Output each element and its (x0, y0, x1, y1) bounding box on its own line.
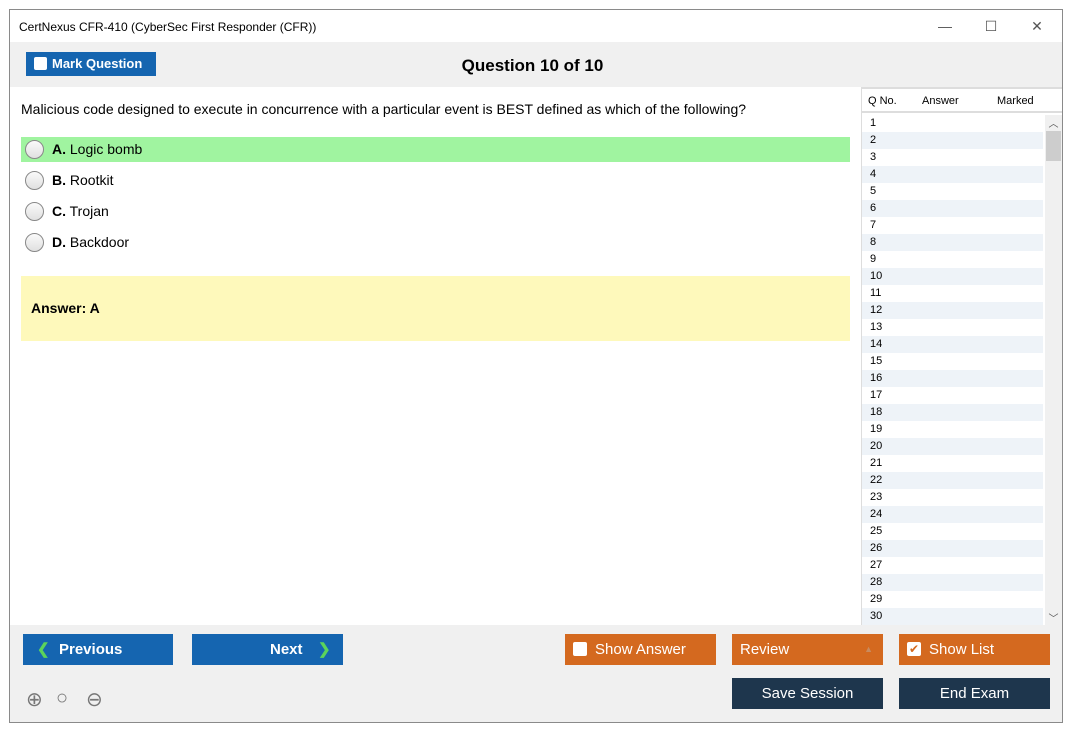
show-answer-label: Show Answer (595, 641, 686, 658)
mark-label: Mark Question (52, 56, 143, 71)
list-row[interactable]: 1 (870, 117, 877, 129)
list-row[interactable]: 21 (870, 457, 883, 469)
option-text: Trojan (69, 203, 109, 219)
list-row[interactable]: 13 (870, 321, 883, 333)
option-a[interactable]: A. Logic bomb (21, 137, 850, 162)
list-row[interactable]: 11 (870, 287, 882, 299)
list-row[interactable]: 22 (862, 472, 1043, 489)
app-window: CertNexus CFR-410 (CyberSec First Respon… (9, 9, 1063, 723)
list-row[interactable]: 24 (862, 506, 1043, 523)
option-letter: C. (52, 203, 66, 219)
show-answer-button[interactable]: Show Answer (565, 634, 716, 665)
list-row[interactable]: 8 (862, 234, 1043, 251)
list-row[interactable]: 7 (870, 219, 877, 231)
list-row[interactable]: 23 (870, 491, 883, 503)
scroll-thumb[interactable] (1046, 131, 1061, 161)
previous-button[interactable]: ❮ Previous (23, 634, 173, 665)
save-session-button[interactable]: Save Session (732, 678, 883, 709)
radio-icon[interactable] (25, 140, 44, 159)
show-list-label: Show List (929, 641, 995, 658)
option-text: Backdoor (69, 234, 130, 250)
review-label: Review (740, 641, 790, 658)
list-scrollbar[interactable]: ︿ ﹀ (1045, 115, 1062, 625)
list-row[interactable]: 25 (870, 525, 883, 537)
chevron-left-icon: ❮ (37, 641, 50, 658)
checkbox-icon (34, 57, 47, 70)
answer-box: Answer: A (21, 276, 850, 341)
option-letter: B. (52, 172, 66, 188)
option-d[interactable]: D. Backdoor (21, 230, 850, 255)
window-title: CertNexus CFR-410 (CyberSec First Respon… (19, 20, 317, 34)
list-row[interactable]: 18 (862, 404, 1043, 421)
header-marked: Marked (997, 95, 1034, 107)
option-letter: A. (52, 141, 66, 157)
list-row[interactable]: 26 (862, 540, 1043, 557)
header-qno: Q No. (868, 95, 897, 107)
title-bar: CertNexus CFR-410 (CyberSec First Respon… (10, 10, 1062, 42)
zoom-in-icon[interactable]: ⊕ (26, 689, 43, 711)
list-row[interactable]: 16 (862, 370, 1043, 387)
list-row[interactable]: 6 (862, 200, 1043, 217)
radio-icon[interactable] (25, 171, 44, 190)
show-list-button[interactable]: ✔ Show List (899, 634, 1050, 665)
list-row[interactable]: 27 (870, 559, 883, 571)
checkmark-icon[interactable]: ✔ (907, 642, 921, 656)
list-row[interactable]: 17 (870, 389, 883, 401)
previous-label: Previous (59, 641, 123, 658)
header-answer: Answer (922, 95, 959, 107)
list-row[interactable]: 2 (862, 132, 1043, 149)
list-row[interactable]: 5 (870, 185, 877, 197)
list-row[interactable]: 10 (862, 268, 1043, 285)
option-text: Rootkit (69, 172, 114, 188)
bottom-bar: ❮ Previous Next ❯ Show Answer Review ▲ ✔ Sho… (10, 625, 1062, 722)
end-exam-button[interactable]: End Exam (899, 678, 1050, 709)
radio-icon[interactable] (25, 233, 44, 252)
next-button[interactable]: Next ❯ (192, 634, 343, 665)
list-row[interactable]: 15 (870, 355, 883, 367)
list-row[interactable]: 4 (862, 166, 1043, 183)
option-text: Logic bomb (69, 141, 143, 157)
close-button[interactable]: ✕ (1031, 18, 1043, 34)
option-b[interactable]: B. Rootkit (21, 168, 850, 193)
mark-question-button[interactable]: Mark Question (26, 52, 156, 76)
question-text: Malicious code designed to execute in co… (21, 101, 747, 117)
list-row[interactable]: 12 (862, 302, 1043, 319)
option-c[interactable]: C. Trojan (21, 199, 850, 224)
list-row[interactable]: 14 (862, 336, 1043, 353)
list-row[interactable]: 20 (862, 438, 1043, 455)
toolbar: Mark Question Question 10 of 10 (10, 42, 1062, 87)
option-letter: D. (52, 234, 66, 250)
list-row[interactable]: 19 (870, 423, 883, 435)
caret-up-icon: ▲ (864, 644, 873, 654)
radio-icon[interactable] (25, 202, 44, 221)
question-list: Q No. Answer Marked 1 2 3 4 5 6 7 8 9 10 11 12 13 14 1… (861, 87, 1062, 625)
list-row[interactable]: 3 (870, 151, 877, 163)
chevron-right-icon: ❯ (318, 641, 331, 658)
list-row[interactable]: 9 (870, 253, 877, 265)
maximize-button[interactable]: ☐ (984, 18, 998, 34)
list-row[interactable]: 29 (870, 593, 883, 605)
list-row[interactable]: 30 (862, 608, 1043, 625)
list-rows: 1 2 3 4 5 6 7 8 9 10 11 12 13 14 15 16 17 18 19 20 21 22 23 24 2… (862, 115, 1043, 625)
minimize-button[interactable]: — (938, 18, 952, 34)
list-header: Q No. Answer Marked (862, 87, 1062, 113)
scroll-up-icon[interactable]: ︿ (1048, 119, 1059, 130)
zoom-reset-icon[interactable]: ○ (56, 687, 69, 709)
next-label: Next (270, 641, 303, 658)
checkbox-icon[interactable] (573, 642, 587, 656)
scroll-down-icon[interactable]: ﹀ (1048, 614, 1059, 625)
list-row[interactable]: 28 (862, 574, 1043, 591)
question-title: Question 10 of 10 (461, 56, 604, 75)
zoom-out-icon[interactable]: ⊖ (86, 689, 103, 711)
review-dropdown[interactable]: Review ▲ (732, 634, 883, 665)
